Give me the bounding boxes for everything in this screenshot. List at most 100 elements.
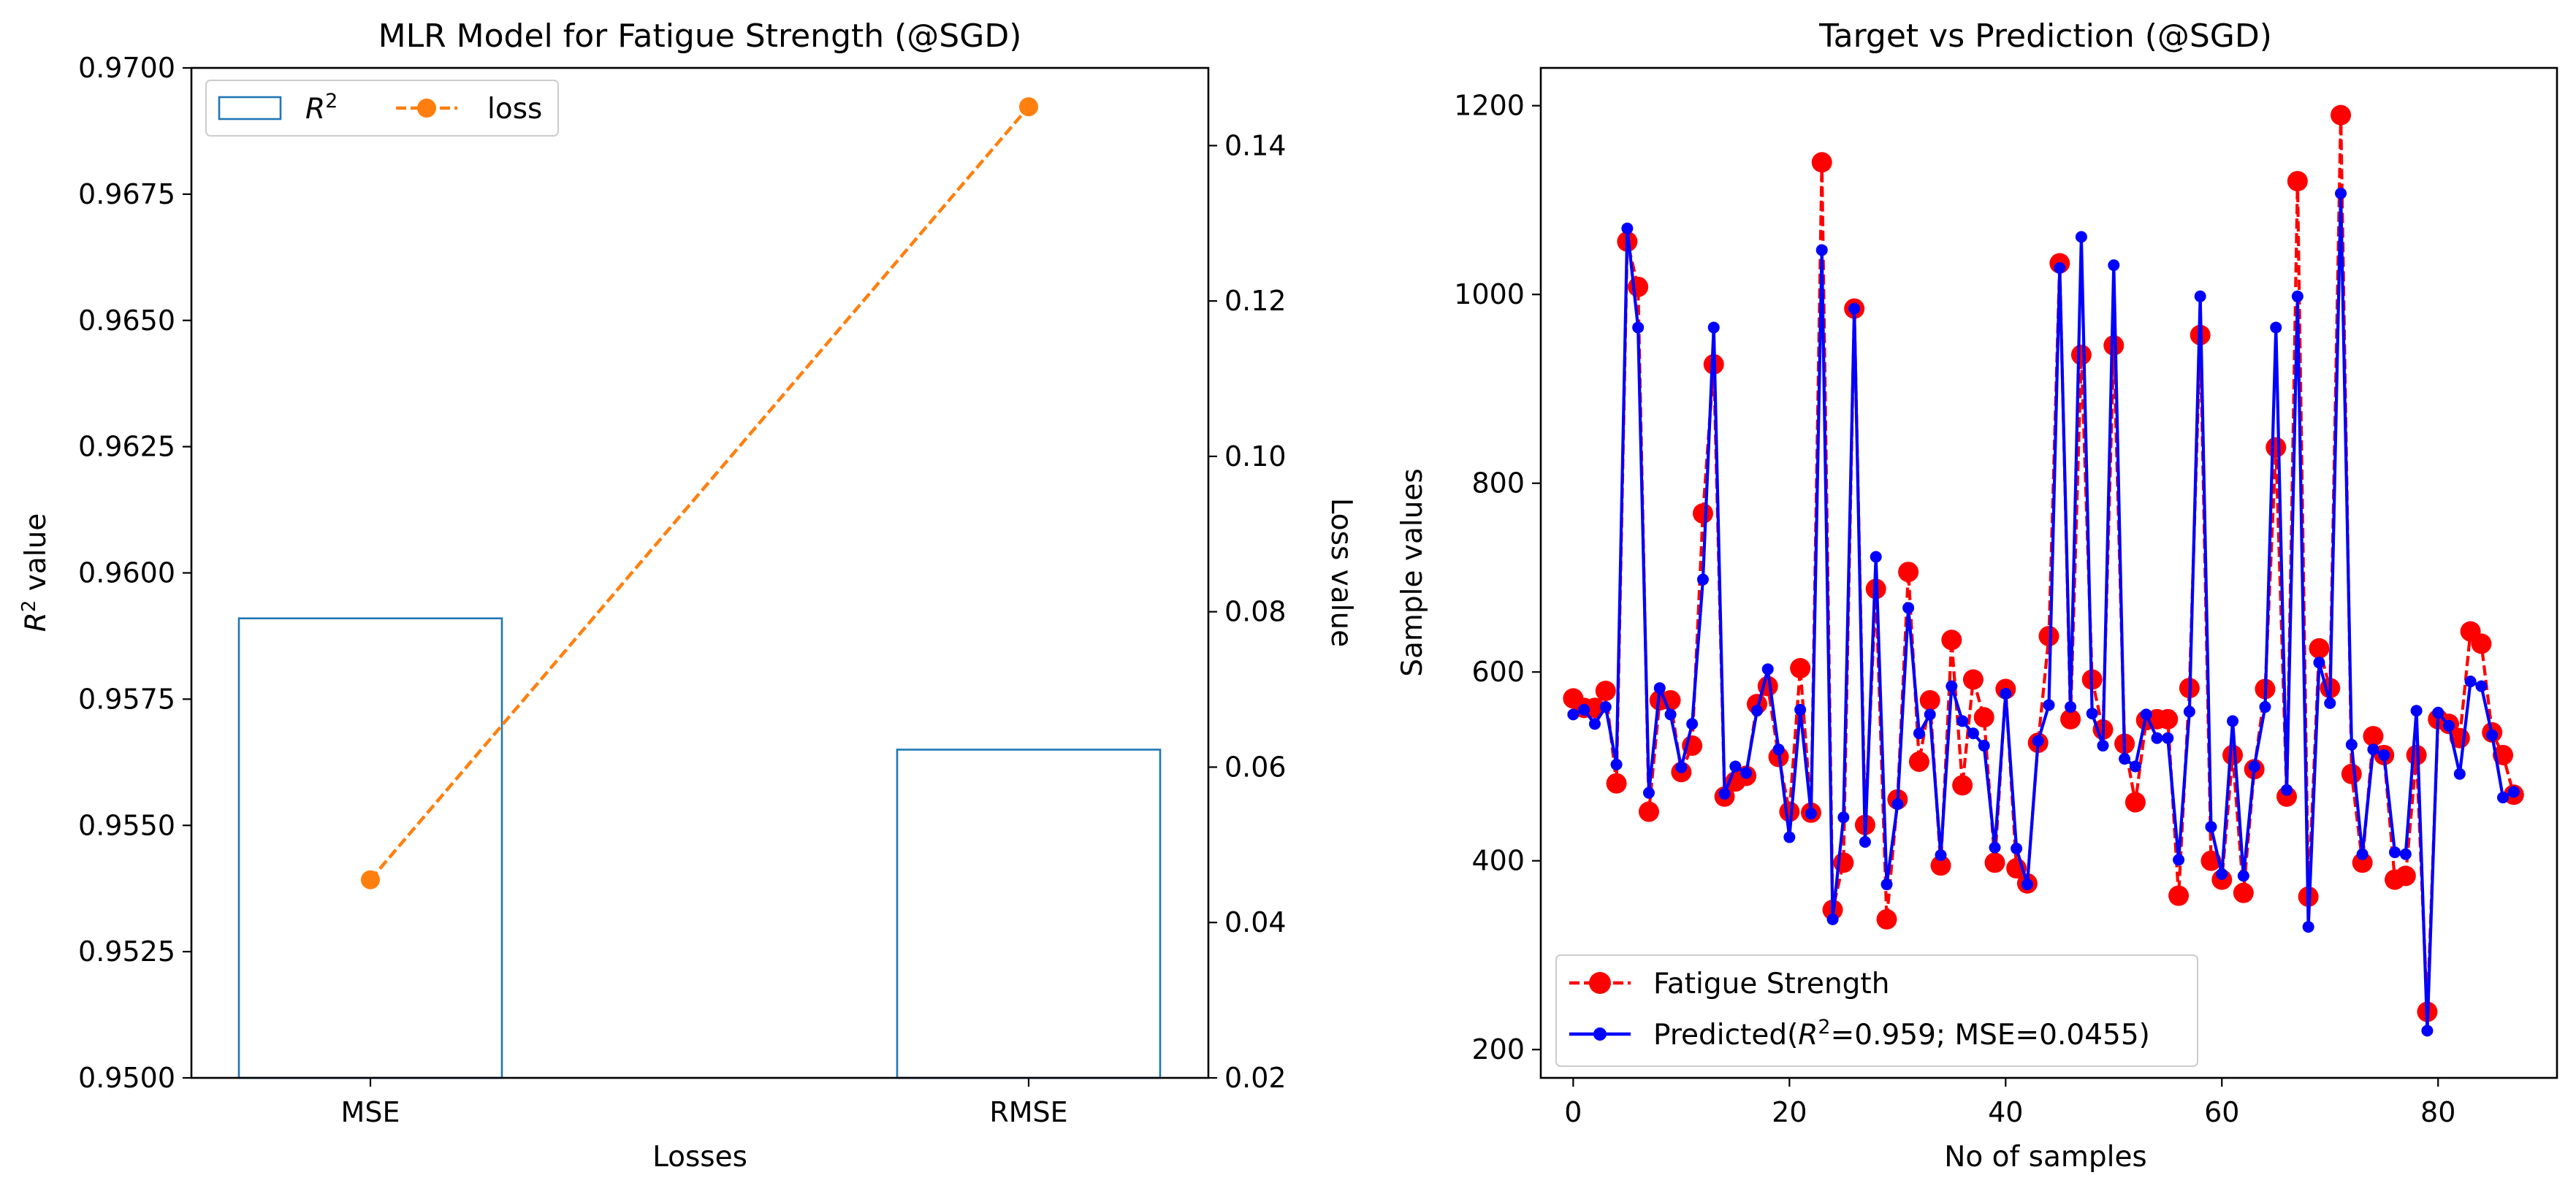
predicted-point [1578, 703, 1590, 716]
fatigue-strength-point [2266, 437, 2287, 458]
right-chart-x-tick-label: 60 [2204, 1096, 2239, 1128]
legend-fatigue-marker [1589, 972, 1611, 994]
predicted-point [2129, 760, 2141, 773]
predicted-point [1718, 787, 1731, 800]
predicted-point [1740, 767, 1753, 779]
fatigue-strength-point [1876, 908, 1897, 930]
right-y-tick-label: 0.14 [1224, 129, 1287, 161]
predicted-point [1783, 831, 1796, 843]
right-chart-y-tick-label: 1000 [1454, 278, 1525, 310]
left-legend: R2 loss [205, 80, 559, 137]
predicted-point [1675, 761, 1688, 773]
fatigue-strength-point [2233, 882, 2254, 903]
predicted-point [1729, 760, 1742, 773]
predicted-point [2443, 719, 2455, 732]
fatigue-strength-point [1811, 152, 1832, 173]
predicted-point [2021, 879, 2033, 891]
left-chart-title: MLR Model for Fatigue Strength (@SGD) [378, 18, 1022, 55]
fatigue-strength-point [1919, 689, 1940, 711]
predicted-point [1653, 682, 1666, 694]
predicted-point [1567, 708, 1579, 721]
right-legend-box [1555, 954, 2198, 1067]
right-y-tick-label: 0.10 [1224, 440, 1287, 472]
legend-predicted-label: Predicted(R2=0.959; MSE=0.0455) [1653, 1016, 2150, 1052]
predicted-point [2065, 701, 2077, 713]
fatigue-strength-point [2222, 744, 2244, 765]
left-y-tick-label: 0.9525 [78, 935, 175, 968]
fatigue-strength-point [2309, 638, 2330, 659]
legend-fatigue-label: Fatigue Strength [1653, 968, 1889, 1000]
predicted-point [2194, 290, 2206, 302]
legend-r2-swatch [218, 96, 282, 120]
predicted-point [2389, 846, 2401, 859]
fatigue-strength-point [2125, 792, 2146, 813]
left-y-tick-label: 0.9500 [78, 1062, 175, 1094]
predicted-point [2464, 676, 2477, 688]
right-chart-x-tick-label: 40 [1988, 1096, 2023, 1128]
predicted-point [2270, 321, 2282, 334]
fatigue-strength-point [1779, 801, 1800, 822]
fatigue-strength-point [1628, 276, 1649, 297]
predicted-point [2367, 743, 2379, 756]
predicted-point [2237, 870, 2249, 882]
predicted-point [1696, 573, 1709, 586]
predicted-point [1880, 879, 1893, 891]
predicted-point [2410, 705, 2423, 717]
fatigue-strength-point [2070, 344, 2092, 365]
predicted-point [2486, 729, 2499, 741]
predicted-point [2313, 657, 2325, 669]
legend-predicted-marker [1593, 1027, 1607, 1041]
fatigue-strength-point [1584, 697, 1605, 719]
right-y-tick-label: 0.04 [1224, 906, 1287, 938]
fatigue-strength-point [1908, 751, 1929, 773]
predicted-line [1572, 193, 2515, 1031]
predicted-point [1837, 811, 1850, 824]
fatigue-strength-point [1973, 707, 1994, 728]
predicted-point [1642, 787, 1655, 799]
predicted-point [1610, 758, 1623, 770]
predicted-point [2227, 715, 2239, 727]
predicted-point [1859, 835, 1871, 848]
legend-r2-label: R2 [305, 90, 338, 126]
predicted-point [2119, 753, 2131, 765]
fatigue-strength-point [2060, 708, 2081, 730]
predicted-point [2453, 768, 2466, 780]
predicted-point [2378, 749, 2390, 761]
predicted-point [2497, 792, 2510, 804]
predicted-point [1707, 321, 1720, 334]
predicted-point [2399, 848, 2412, 860]
predicted-point [2173, 854, 2185, 866]
right-chart-x-tick-label: 20 [1772, 1096, 1807, 1128]
predicted-point [2032, 735, 2044, 747]
left-x-axis-label: Losses [652, 1141, 747, 1174]
predicted-point [2151, 732, 2163, 744]
predicted-point [1794, 703, 1807, 716]
legend-loss-marker [417, 99, 436, 118]
loss-line [369, 105, 1030, 881]
left-y-tick-label: 0.9650 [78, 305, 175, 337]
left-x-tick-label: RMSE [989, 1096, 1067, 1128]
predicted-point [2302, 921, 2314, 933]
fatigue-strength-point [2331, 104, 2352, 126]
predicted-point [1632, 321, 1645, 334]
fatigue-strength-point [1930, 855, 1951, 876]
predicted-point [2345, 738, 2358, 751]
left-y-tick-label: 0.9600 [78, 557, 175, 589]
fatigue-strength-point [1595, 681, 1616, 702]
fatigue-strength-point [1898, 562, 1919, 583]
right-plot-frame [1539, 66, 2558, 1079]
predicted-point [2162, 732, 2174, 744]
predicted-point [2183, 705, 2195, 718]
predicted-point [2421, 1025, 2434, 1037]
fatigue-strength-point [2038, 626, 2059, 647]
predicted-point [2259, 701, 2271, 713]
loss-point-mse [361, 870, 380, 889]
predicted-point [2324, 697, 2336, 709]
fatigue-strength-point [1833, 852, 1854, 873]
fatigue-strength-point [1638, 801, 1659, 822]
predicted-point [1848, 302, 1861, 315]
predicted-point [2281, 784, 2293, 796]
left-chart: MLR Model for Fatigue Strength (@SGD) 0.… [18, 18, 1357, 1174]
right-chart-x-tick-label: 0 [1564, 1096, 1582, 1128]
